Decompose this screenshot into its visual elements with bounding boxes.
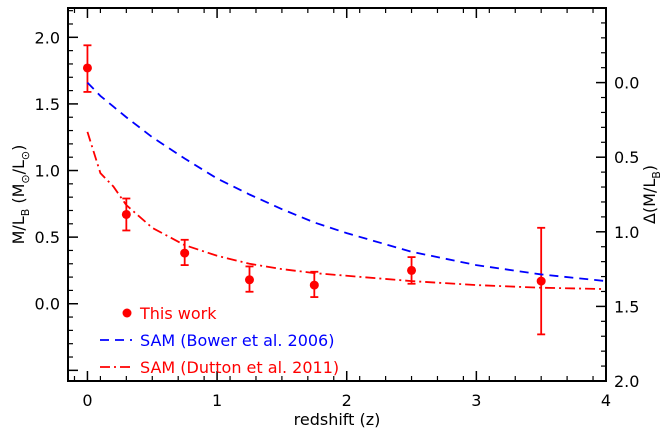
- x-tick-label: 2: [342, 391, 352, 410]
- y2-axis-title: Δ(M/LB): [640, 165, 663, 224]
- legend-label-this-work: This work: [139, 304, 217, 323]
- y-tick-label: 1.5: [35, 95, 60, 114]
- plot-frame: [68, 8, 606, 381]
- y2-tick-label: 2.0: [614, 372, 639, 391]
- data-point: [122, 210, 131, 219]
- bower-model-line: [87, 83, 606, 281]
- y-tick-label: 1.0: [35, 162, 60, 181]
- axis-ticks: [68, 8, 606, 381]
- y2-tick-label: 0.0: [614, 74, 639, 93]
- x-tick-label: 0: [82, 391, 92, 410]
- data-point: [310, 281, 319, 290]
- axis-tick-labels: 0 1 2 3 4 0.0 0.5 1.0 1.5 2.0 0.0 0.5 1.0 1.5 2.0: [35, 28, 640, 410]
- dutton-model-line: [87, 132, 606, 289]
- legend-label-bower: SAM (Bower et al. 2006): [140, 331, 334, 350]
- y2-tick-label: 1.0: [614, 223, 639, 242]
- data-point: [180, 249, 189, 258]
- y-tick-label: 0.5: [35, 228, 60, 247]
- x-tick-label: 1: [212, 391, 222, 410]
- legend-marker-this-work: [123, 309, 132, 318]
- data-point: [83, 63, 92, 72]
- legend: This work SAM (Bower et al. 2006) SAM (Dut…: [100, 304, 339, 377]
- plot-area: [83, 45, 606, 334]
- x-axis-title: redshift (z): [294, 410, 381, 429]
- x-tick-label: 4: [601, 391, 611, 410]
- x-tick-label: 3: [471, 391, 481, 410]
- y-tick-label: 2.0: [35, 28, 60, 47]
- data-point: [537, 277, 546, 286]
- y2-tick-label: 0.5: [614, 148, 639, 167]
- y2-tick-label: 1.5: [614, 297, 639, 316]
- data-point: [407, 266, 416, 275]
- data-point: [245, 275, 254, 284]
- axis-titles: redshift (z) M/LB (M⊙/L⊙) Δ(M/LB): [9, 145, 663, 429]
- y-axis-title: M/LB (M⊙/L⊙): [9, 145, 32, 245]
- legend-label-dutton: SAM (Dutton et al. 2011): [140, 358, 339, 377]
- y-tick-label: 0.0: [35, 295, 60, 314]
